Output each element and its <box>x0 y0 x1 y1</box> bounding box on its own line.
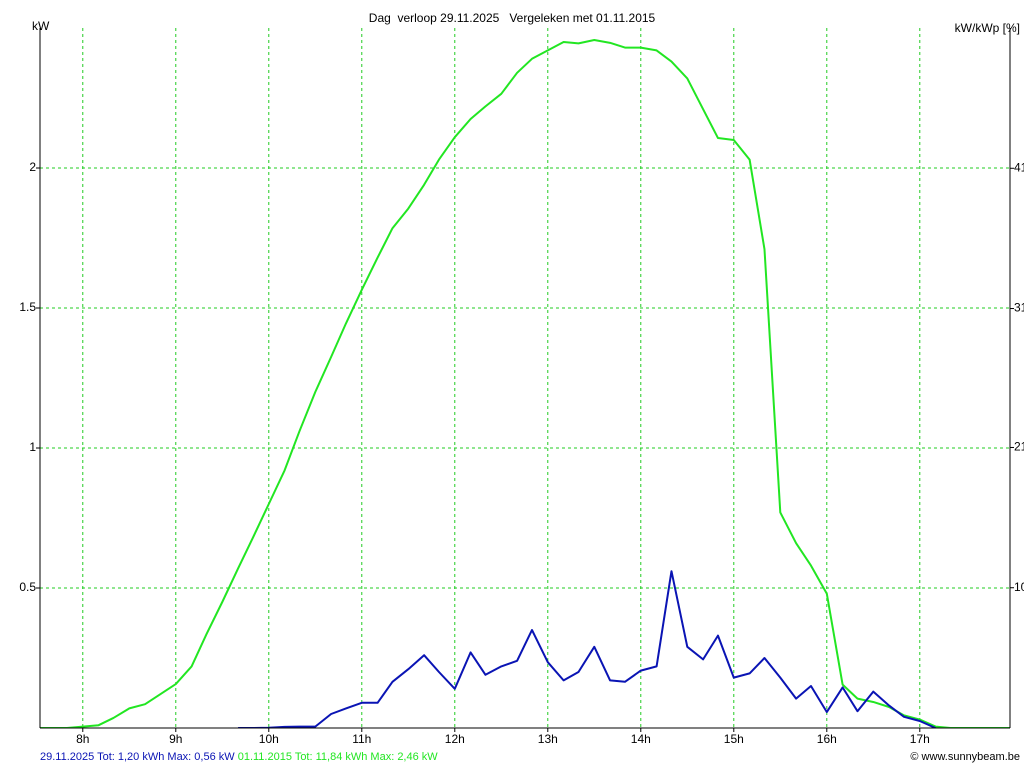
y2-tick-label: 41,9 <box>1014 160 1024 174</box>
y-axis-label: kW <box>32 19 50 33</box>
series-line <box>238 570 937 728</box>
plot <box>40 39 1010 728</box>
x-tick-label: 17h <box>910 732 930 746</box>
y2-tick-label: 31,4 <box>1014 301 1024 315</box>
y-tick-label: 1.5 <box>19 300 36 314</box>
y-tick-label: 2 <box>29 160 36 174</box>
x-tick-label: 11h <box>352 732 371 746</box>
x-tick-label: 8h <box>76 732 89 746</box>
legend-entry: 29.11.2025 Tot: 1,20 kWh Max: 0,56 kW <box>40 751 235 763</box>
x-tick-label: 13h <box>538 732 558 746</box>
y-tick-label: 0.5 <box>19 580 36 594</box>
y-tick-label: 1 <box>29 440 36 454</box>
legend-entry: 01.11.2015 Tot: 11,84 kWh Max: 2,46 kW <box>238 751 439 763</box>
x-tick-label: 9h <box>169 732 182 746</box>
series-line <box>40 39 1010 728</box>
x-tick-label: 12h <box>445 732 465 746</box>
y2-tick-label: 10,5 <box>1014 580 1024 594</box>
chart-title: Dag verloop 29.11.2025 Vergeleken met 01… <box>369 11 656 25</box>
x-tick-label: 15h <box>724 732 744 746</box>
labels: 8h 9h 10h 11h 12h 13h 14h 15h 16h 17h 0.5 1 1.5 2 10,5… <box>19 160 1024 763</box>
credit: © www.sunnybeam.be <box>910 751 1020 763</box>
x-tick-label: 16h <box>817 732 837 746</box>
legend: 29.11.2025 Tot: 1,20 kWh Max: 0,56 kW 01… <box>40 751 438 763</box>
x-tick-label: 10h <box>259 732 279 746</box>
y2-axis-label: kW/kWp [%] <box>955 21 1020 35</box>
grid <box>40 28 1010 728</box>
y2-tick-label: 21,0 <box>1014 440 1024 454</box>
x-tick-label: 14h <box>631 732 651 746</box>
